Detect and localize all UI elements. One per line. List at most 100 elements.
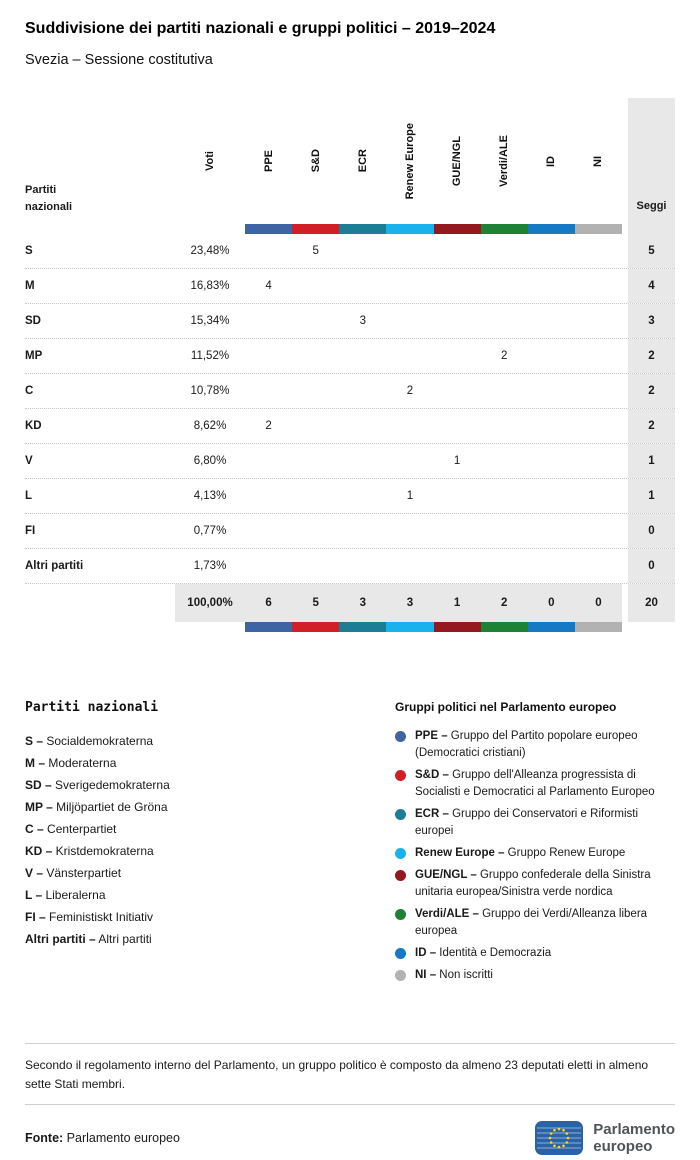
seat-count-verdi-ale	[481, 479, 528, 513]
party-full-name: Vänsterpartiet	[43, 866, 122, 880]
seat-count-gue-ngl	[434, 479, 481, 513]
votes-value: 10,78%	[190, 385, 230, 397]
table-row-mp: MP 11,52% 2 2	[25, 339, 675, 374]
seat-count-id	[528, 479, 575, 513]
party-legend-item: S – Socialdemokraterna	[25, 730, 395, 752]
group-color-bar-id	[527, 224, 575, 234]
party-legend-item: C – Centerpartiet	[25, 818, 395, 840]
group-full-name: Gruppo dei Verdi/Alleanza libera europea	[415, 908, 648, 937]
seat-count-ecr: 3	[359, 315, 367, 327]
table-row-kd: KD 8,62% 2 2	[25, 409, 675, 444]
votes-value: 23,48%	[190, 245, 230, 257]
voti-column-header: Voti	[175, 98, 245, 224]
seat-count-ecr	[339, 549, 386, 583]
seats-total: 5	[628, 234, 675, 268]
seat-count-ecr	[339, 444, 386, 478]
group-full-name: Gruppo dei Conservatori e Riformisti eur…	[415, 808, 639, 837]
group-color-bar-verdi-ale	[480, 622, 528, 632]
party-full-name: Centerpartiet	[43, 822, 117, 836]
party-abbr: KD –	[25, 844, 53, 858]
party-abbr: Altri partiti –	[25, 932, 96, 946]
total-seats: 20	[628, 584, 675, 622]
group-color-bar-ecr	[339, 224, 387, 234]
seat-count-verdi-ale	[481, 409, 528, 443]
seat-count-gue-ngl: 1	[453, 455, 461, 467]
party-name: FI	[25, 525, 36, 537]
group-legend-item: NI – Non iscritti	[395, 967, 675, 984]
column-header-label: GUE/NGL	[451, 135, 464, 187]
column-header-label: NI	[592, 155, 605, 167]
party-name: V	[25, 455, 33, 467]
seat-count-verdi-ale	[481, 514, 528, 548]
group-description: S&D – Gruppo dell'Alleanza progressista …	[415, 767, 675, 801]
seat-count-s-d	[292, 444, 339, 478]
empty-cell	[25, 622, 175, 632]
seat-count-renew-europe	[386, 304, 433, 338]
group-abbr: Verdi/ALE –	[415, 908, 479, 920]
table-row-l: L 4,13% 1 1	[25, 479, 675, 514]
seat-count-verdi-ale	[481, 444, 528, 478]
table-body: S 23,48% 5 5 M 16,83% 4 4 SD 15,34% 3 3 MP 11,52% 2 2 C 1…	[25, 234, 675, 584]
seat-count-id	[528, 444, 575, 478]
seat-count-ecr	[339, 514, 386, 548]
seat-count-ecr	[339, 409, 386, 443]
group-color-bar-s-d	[292, 622, 340, 632]
group-legend-item: Verdi/ALE – Gruppo dei Verdi/Alleanza li…	[395, 906, 675, 940]
seats-total: 2	[628, 409, 675, 443]
group-legend-item: S&D – Gruppo dell'Alleanza progressista …	[395, 767, 675, 801]
seats-total: 0	[628, 514, 675, 548]
column-header-gue-ngl: GUE/NGL	[434, 98, 481, 224]
empty-cell	[175, 224, 245, 234]
seat-count-ppe: 2	[265, 420, 272, 432]
party-name: C	[25, 385, 34, 397]
seat-count-s-d	[292, 514, 339, 548]
group-color-dot	[395, 870, 406, 881]
seat-count-renew-europe	[386, 269, 433, 303]
seat-count-id	[528, 269, 575, 303]
legends: Partiti nazionali S – Socialdemokraterna…	[25, 700, 675, 989]
seat-count-s-d	[292, 549, 339, 583]
table-row-s: S 23,48% 5 5	[25, 234, 675, 269]
party-abbr: V –	[25, 866, 44, 880]
column-header-label: ID	[545, 155, 558, 167]
group-description: Renew Europe – Gruppo Renew Europe	[415, 845, 625, 862]
empty-cell	[175, 622, 245, 632]
seat-count-ni	[575, 514, 622, 548]
seats-total: 2	[628, 339, 675, 373]
party-abbr: L –	[25, 888, 43, 902]
column-header-label: Verdi/ALE	[498, 135, 511, 187]
group-color-bars-top	[25, 224, 675, 234]
group-abbr: GUE/NGL –	[415, 869, 477, 881]
seats-total: 3	[628, 304, 675, 338]
group-legend: Gruppi politici nel Parlamento europeo P…	[395, 700, 675, 989]
seat-count-renew-europe: 1	[406, 490, 414, 502]
votes-value: 16,83%	[190, 280, 230, 292]
group-abbr: Renew Europe –	[415, 847, 505, 859]
group-color-dot	[395, 970, 406, 981]
seat-count-gue-ngl	[434, 549, 481, 583]
column-header-ppe: PPE	[245, 98, 292, 224]
group-description: Verdi/ALE – Gruppo dei Verdi/Alleanza li…	[415, 906, 675, 940]
seats-total: 2	[628, 374, 675, 408]
total-seats-ppe: 6	[245, 584, 293, 622]
european-parliament-logo: Parlamento europeo	[535, 1121, 675, 1155]
total-seats-gue-ngl: 1	[433, 584, 481, 622]
group-full-name: Gruppo dell'Alleanza progressista di Soc…	[415, 769, 655, 798]
seat-count-gue-ngl	[434, 514, 481, 548]
column-header-ni: NI	[575, 98, 622, 224]
seat-count-renew-europe	[386, 549, 433, 583]
group-legend-heading: Gruppi politici nel Parlamento europeo	[395, 700, 617, 714]
table-row-m: M 16,83% 4 4	[25, 269, 675, 304]
votes-value: 8,62%	[193, 420, 227, 432]
seat-count-verdi-ale	[481, 304, 528, 338]
seat-count-ppe	[245, 479, 292, 513]
total-seats-ecr: 3	[339, 584, 387, 622]
seats-total: 4	[628, 269, 675, 303]
votes-value: 15,34%	[190, 315, 230, 327]
source: Fonte: Parlamento europeo	[25, 1131, 180, 1145]
divider-bottom	[25, 1104, 675, 1105]
column-header-label: S&D	[309, 149, 322, 173]
group-color-dot	[395, 731, 406, 742]
total-votes: 100,00%	[175, 584, 245, 622]
group-color-bar-renew-europe	[386, 622, 434, 632]
